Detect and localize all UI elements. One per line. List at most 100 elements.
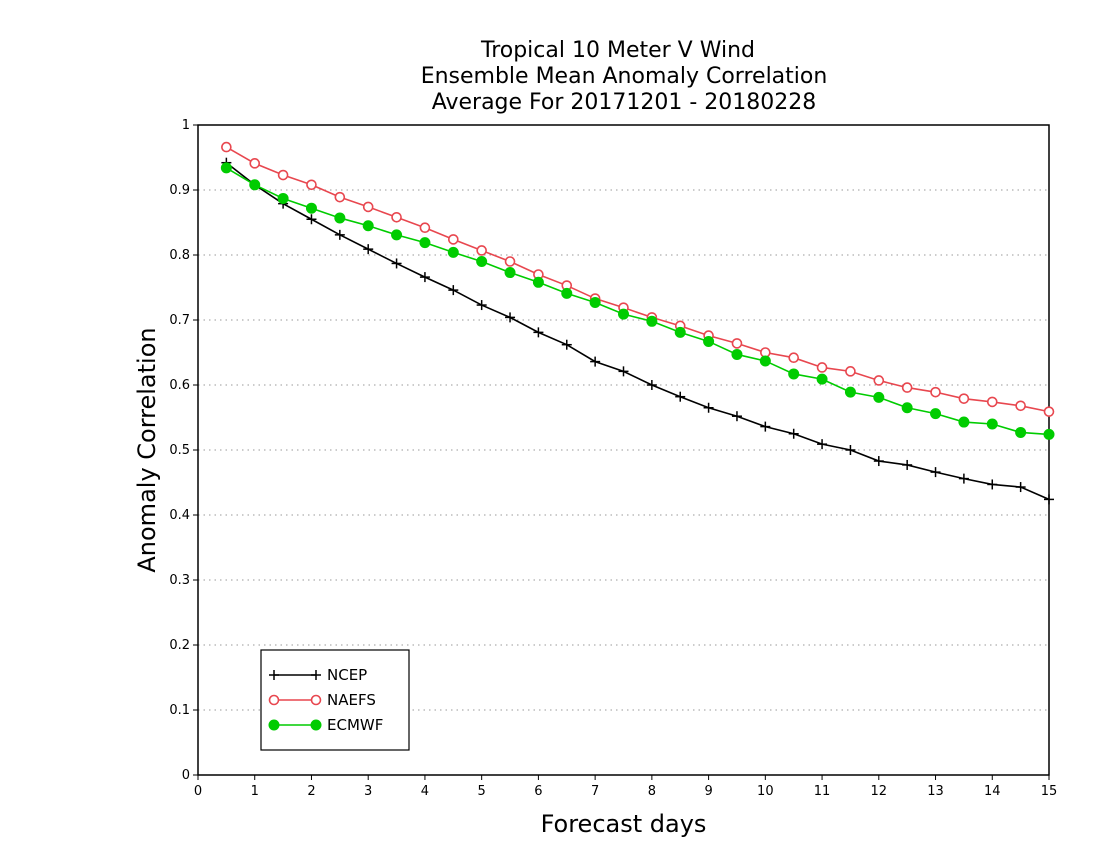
x-tick-label: 15 bbox=[1041, 784, 1058, 799]
data-point-ncep bbox=[476, 300, 487, 311]
x-tick-label: 6 bbox=[534, 784, 542, 799]
data-point-naefs bbox=[816, 362, 828, 373]
data-point-ecmwf bbox=[759, 355, 771, 367]
y-tick-label: 1 bbox=[182, 118, 190, 133]
data-point-ncep bbox=[646, 380, 657, 390]
data-point-ecmwf bbox=[844, 386, 856, 398]
data-point-ecmwf bbox=[901, 402, 913, 414]
data-point-ecmwf bbox=[618, 308, 629, 320]
series-ncep bbox=[221, 157, 1054, 505]
x-tick-label: 11 bbox=[814, 784, 831, 799]
x-tick-label: 1 bbox=[251, 784, 259, 799]
data-point-ecmwf bbox=[504, 267, 516, 279]
data-point-ecmwf bbox=[532, 276, 544, 288]
data-point-naefs bbox=[391, 212, 402, 223]
data-point-ecmwf bbox=[930, 408, 942, 420]
series-line-naefs bbox=[225, 146, 1050, 413]
data-point-ncep bbox=[363, 244, 374, 255]
data-point-ncep bbox=[817, 439, 828, 450]
data-point-ecmwf bbox=[873, 391, 885, 403]
data-point-ecmwf bbox=[958, 416, 970, 428]
data-point-ecmwf bbox=[277, 192, 289, 204]
y-tick-label: 0.3 bbox=[169, 573, 190, 588]
data-point-ecmwf bbox=[391, 229, 403, 241]
series-line-ncep bbox=[225, 162, 1050, 501]
series-layer bbox=[220, 141, 1055, 505]
data-point-naefs bbox=[221, 141, 232, 153]
data-point-ecmwf bbox=[362, 220, 374, 232]
data-point-ecmwf bbox=[305, 202, 317, 214]
legend-item-ncep: NCEP bbox=[269, 666, 367, 684]
chart-title-line-1: Tropical 10 Meter V Wind bbox=[480, 38, 755, 63]
legend-label: ECMWF bbox=[327, 716, 383, 734]
x-tick-label: 2 bbox=[307, 784, 315, 799]
data-point-naefs bbox=[986, 396, 998, 408]
data-point-ncep bbox=[760, 421, 771, 432]
x-tick-label: 10 bbox=[757, 784, 774, 799]
data-point-naefs bbox=[277, 169, 289, 181]
data-point-naefs bbox=[504, 256, 516, 267]
data-point-ncep bbox=[958, 473, 969, 484]
data-point-ncep bbox=[902, 459, 913, 470]
data-point-ncep bbox=[788, 428, 799, 439]
data-point-ecmwf bbox=[476, 256, 488, 267]
legend-item-naefs: NAEFS bbox=[268, 691, 376, 709]
data-point-ecmwf bbox=[986, 418, 998, 430]
data-point-naefs bbox=[930, 386, 941, 398]
x-tick-label: 12 bbox=[871, 784, 888, 799]
data-point-naefs bbox=[731, 338, 743, 349]
legend-item-ecmwf: ECMWF bbox=[268, 716, 383, 734]
data-point-ecmwf bbox=[334, 212, 346, 224]
data-point-ecmwf bbox=[816, 373, 828, 385]
data-point-naefs bbox=[447, 234, 459, 245]
y-tick-label: 0.7 bbox=[169, 313, 190, 328]
legend: NCEP NAEFS ECMWF bbox=[260, 649, 410, 751]
chart-title-line-2: Ensemble Mean Anomaly Correlation bbox=[421, 64, 828, 89]
x-tick-label: 4 bbox=[421, 784, 429, 799]
y-tick-label: 0.2 bbox=[169, 638, 190, 653]
data-point-ncep bbox=[533, 327, 544, 338]
legend-marker bbox=[311, 670, 321, 680]
x-tick-label: 7 bbox=[591, 784, 599, 799]
data-point-ecmwf bbox=[703, 335, 715, 347]
y-tick-label: 0 bbox=[182, 768, 190, 783]
series-ecmwf bbox=[220, 162, 1055, 440]
chart-title: Tropical 10 Meter V Wind Ensemble Mean A… bbox=[421, 38, 828, 115]
data-point-naefs bbox=[362, 201, 374, 213]
x-tick-label: 8 bbox=[648, 784, 656, 799]
data-point-ecmwf bbox=[674, 326, 686, 338]
legend-marker bbox=[310, 719, 322, 731]
y-axis-label: Anomaly Correlation bbox=[133, 327, 161, 572]
data-point-ncep bbox=[1044, 494, 1054, 505]
data-point-naefs bbox=[958, 393, 970, 404]
data-point-ncep bbox=[675, 391, 686, 402]
x-tick-label: 14 bbox=[984, 784, 1001, 799]
legend-marker bbox=[268, 694, 280, 706]
series-line-ecmwf bbox=[225, 167, 1050, 436]
data-point-ecmwf bbox=[447, 246, 459, 258]
data-point-ecmwf bbox=[731, 348, 743, 360]
data-point-ncep bbox=[448, 285, 459, 296]
data-point-naefs bbox=[334, 191, 346, 203]
x-axis-label: Forecast days bbox=[541, 810, 707, 838]
data-point-naefs bbox=[845, 366, 856, 377]
legend-label: NAEFS bbox=[327, 691, 376, 709]
data-point-ncep bbox=[334, 229, 345, 240]
data-point-ncep bbox=[561, 339, 572, 350]
legend-marker bbox=[268, 719, 280, 731]
data-point-ncep bbox=[731, 411, 742, 422]
data-point-ncep bbox=[306, 214, 317, 225]
data-point-ncep bbox=[703, 402, 714, 413]
data-point-ecmwf bbox=[220, 162, 232, 174]
legend-marker bbox=[269, 670, 279, 680]
y-tick-label: 0.4 bbox=[169, 508, 190, 523]
legend-label: NCEP bbox=[327, 666, 367, 684]
x-tick-label: 13 bbox=[927, 784, 944, 799]
chart-title-line-3: Average For 20171201 - 20180228 bbox=[432, 90, 817, 115]
x-tick-label: 3 bbox=[364, 784, 372, 799]
y-tick-label: 0.8 bbox=[169, 248, 190, 263]
y-tick-label: 0.9 bbox=[169, 183, 190, 198]
data-point-naefs bbox=[249, 158, 261, 169]
